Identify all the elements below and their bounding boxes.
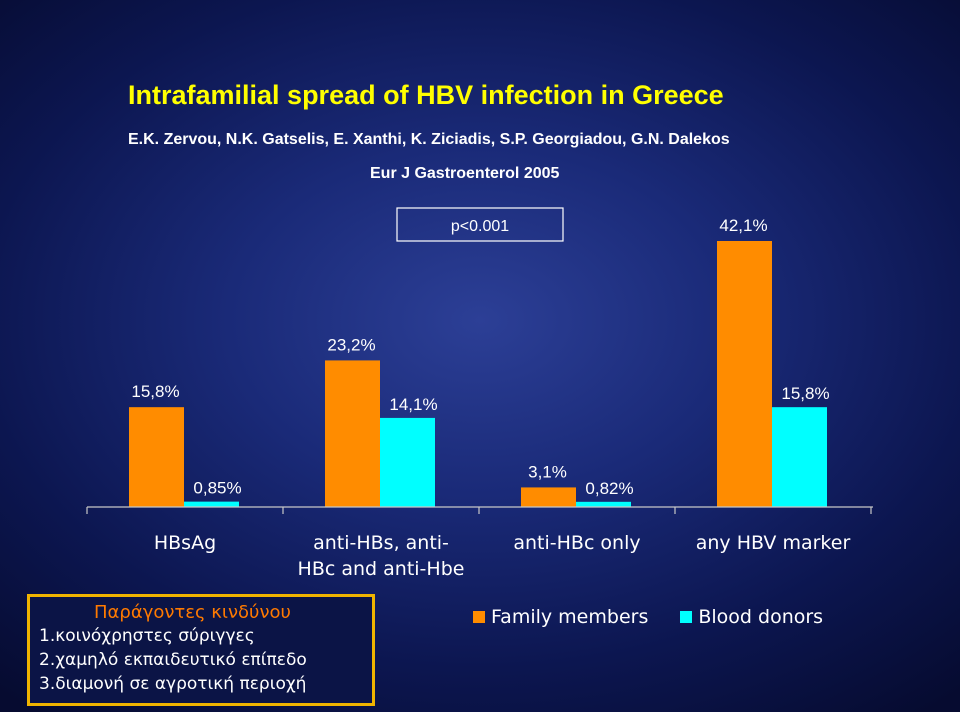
data-label: 14,1% <box>389 395 437 414</box>
bar-donors <box>380 417 435 507</box>
x-tick-label: anti-HBc only <box>513 532 640 554</box>
bar-chart: p<0.001 15,8% 23,2% 3,1% 42,1% 0,85% 14,1% 0,82… <box>86 207 873 580</box>
x-tick-label-line: anti-HBs, anti- <box>313 532 449 554</box>
x-tick-label-line: any HBV marker <box>696 532 851 554</box>
journal-citation: Eur J Gastroenterol 2005 <box>370 165 560 182</box>
bar-donors <box>772 407 827 507</box>
legend-label-donors: Blood donors <box>698 606 824 628</box>
legend-label-family: Family members <box>491 606 649 628</box>
data-label: 0,85% <box>193 479 241 498</box>
bar-family <box>521 487 576 507</box>
bar-family <box>129 407 184 507</box>
legend-swatch-family <box>473 611 485 623</box>
slide-title: Intrafamilial spread of HBV infection in… <box>128 80 724 110</box>
bar-family <box>717 241 772 507</box>
authors-line: E.K. Zervou, N.K. Gatselis, E. Xanthi, K… <box>128 131 730 148</box>
risk-factor-item: 2.χαμηλό εκπαιδευτικό επίπεδο <box>39 650 307 670</box>
risk-factor-item: 1.κοινόχρηστες σύριγγες <box>39 626 255 646</box>
p-value-label: p<0.001 <box>451 218 509 235</box>
x-tick-label-line: HBsAg <box>154 532 216 554</box>
x-tick-label: any HBV marker <box>696 532 851 554</box>
bar-donors <box>184 501 239 507</box>
data-label: 23,2% <box>327 335 375 354</box>
data-label: 15,8% <box>781 384 829 403</box>
legend-item-donors: Blood donors <box>680 606 823 628</box>
risk-factors-title: Παράγοντες κινδύνου <box>94 602 291 623</box>
chart-legend: Family members Blood donors <box>473 606 855 628</box>
bar-family <box>325 360 380 507</box>
x-tick-label: HBsAg <box>154 532 216 554</box>
p-value-box <box>396 207 564 242</box>
x-tick-label-line: HBc and anti-Hbe <box>298 558 465 580</box>
data-label: 3,1% <box>528 462 567 481</box>
legend-item-family: Family members <box>473 606 648 628</box>
data-label: 0,82% <box>585 479 633 498</box>
bar-donors <box>576 501 631 507</box>
data-label: 15,8% <box>131 382 179 401</box>
risk-factor-item: 3.διαμονή σε αγροτική περιοχή <box>39 674 307 694</box>
data-label: 42,1% <box>719 216 767 235</box>
legend-swatch-donors <box>680 611 693 623</box>
x-tick-label-line: anti-HBc only <box>513 532 640 554</box>
x-tick-label: anti-HBs, anti- HBc and anti-Hbe <box>298 532 465 580</box>
risk-factors-box: Παράγοντες κινδύνου 1.κοινόχρηστες σύριγ… <box>27 594 375 706</box>
